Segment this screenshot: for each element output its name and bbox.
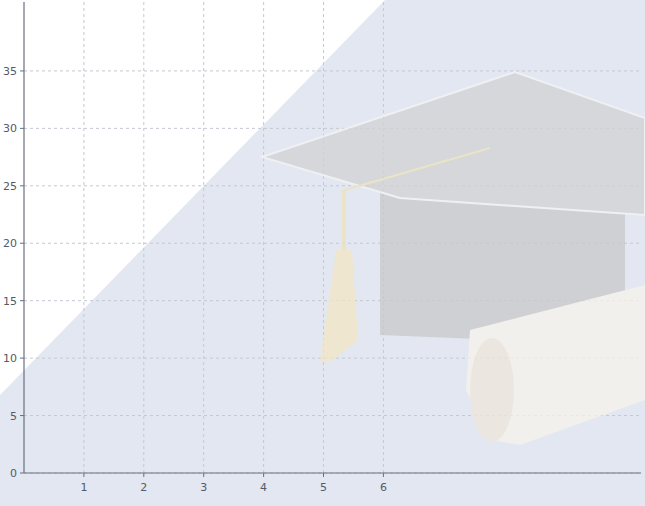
grid-line [24,473,641,474]
x-tick [203,473,204,477]
grid-line [83,2,84,473]
cap-cord [345,148,490,190]
y-tick [20,243,24,244]
x-tick-label: 6 [380,481,387,494]
background-band [0,0,645,506]
tassel-cord [342,190,346,250]
chart: 0 5 10 15 20 25 30 35 1 2 3 4 5 6 [0,0,645,506]
y-tick [20,473,24,474]
y-tick [20,358,24,359]
tassel [320,250,358,362]
x-axis [24,472,641,473]
x-tick-label: 3 [200,481,207,494]
diploma-end [470,338,514,442]
y-tick-label: 20 [3,237,17,250]
grid-line [263,2,264,473]
cap-board [262,72,645,215]
y-tick [20,300,24,301]
grid-line [24,70,641,71]
x-tick [383,473,384,477]
x-tick-label: 5 [320,481,327,494]
y-tick-label: 10 [3,352,17,365]
x-tick [263,473,264,477]
x-tick-label: 1 [80,481,87,494]
y-tick-label: 30 [3,122,17,135]
x-tick-label: 2 [140,481,147,494]
y-tick [20,128,24,129]
y-tick-label: 35 [3,65,17,78]
y-tick-label: 25 [3,180,17,193]
y-tick [20,185,24,186]
illustration [262,72,645,445]
x-tick-label: 4 [260,481,267,494]
y-tick [20,70,24,71]
x-tick [323,473,324,477]
y-tick-label: 15 [3,295,17,308]
y-tick-label: 0 [10,467,17,480]
y-tick [20,415,24,416]
y-axis [23,2,24,473]
x-tick [83,473,84,477]
grid-line [323,2,324,473]
diploma [466,285,645,445]
y-tick-label: 5 [10,410,17,423]
x-tick [143,473,144,477]
grid-line [203,2,204,473]
grid-line [143,2,144,473]
